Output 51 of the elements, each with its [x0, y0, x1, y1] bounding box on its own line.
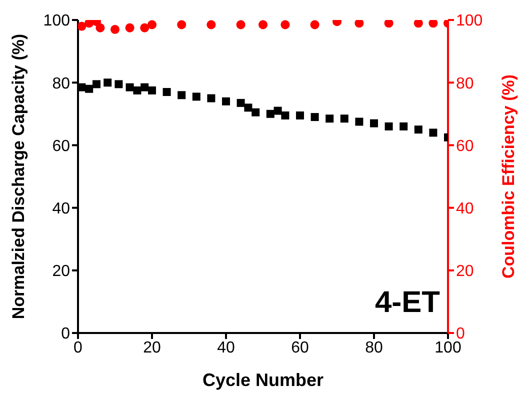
x-tick-label: 20 — [143, 339, 161, 356]
y-tick-label: 80 — [52, 75, 70, 92]
point — [370, 119, 378, 128]
point — [296, 111, 304, 120]
point — [326, 114, 334, 123]
point — [340, 114, 348, 123]
point — [162, 88, 171, 96]
point — [133, 86, 142, 94]
point — [178, 91, 186, 100]
point — [429, 128, 438, 137]
y-tick-label: 20 — [52, 263, 70, 280]
point — [414, 126, 422, 134]
y-tick-label: 100 — [43, 12, 70, 30]
y2-axis-title: Coulombic Efficiency (%) — [499, 74, 518, 279]
point — [384, 122, 393, 130]
x-tick-label: 0 — [74, 339, 83, 356]
point — [244, 104, 252, 112]
x-tick-label: 100 — [434, 339, 462, 356]
point — [252, 108, 260, 116]
point — [266, 110, 274, 118]
point — [400, 122, 408, 130]
y2-tick-label: 80 — [456, 75, 474, 92]
point — [355, 118, 364, 126]
y-tick-label: 40 — [52, 200, 70, 218]
x-tick-label: 60 — [291, 339, 309, 356]
point — [85, 84, 94, 93]
point — [140, 83, 149, 92]
point — [192, 92, 200, 101]
point — [92, 80, 100, 88]
point — [114, 80, 123, 88]
y2-tick-label: 60 — [456, 138, 474, 155]
point — [104, 78, 112, 87]
x-tick-label: 80 — [365, 339, 383, 356]
y-tick-label: 0 — [61, 326, 70, 343]
y2-tick-label: 20 — [456, 263, 474, 280]
x-axis-title: Cycle Number — [202, 370, 324, 390]
point — [236, 98, 245, 107]
y-tick-label: 60 — [52, 138, 70, 155]
y-axis-title: Normalzied Discharge Capacity (%) — [9, 34, 28, 320]
point — [207, 94, 216, 102]
point — [222, 97, 230, 106]
x-tick-label: 40 — [217, 339, 235, 356]
point — [148, 86, 156, 94]
point — [126, 83, 134, 92]
y2-tick-label: 100 — [456, 12, 483, 30]
y2-tick-label: 40 — [456, 200, 474, 218]
point — [281, 111, 290, 120]
point — [310, 113, 319, 122]
point — [274, 106, 282, 115]
point — [78, 83, 86, 92]
annotation: 4-ET — [374, 286, 440, 320]
